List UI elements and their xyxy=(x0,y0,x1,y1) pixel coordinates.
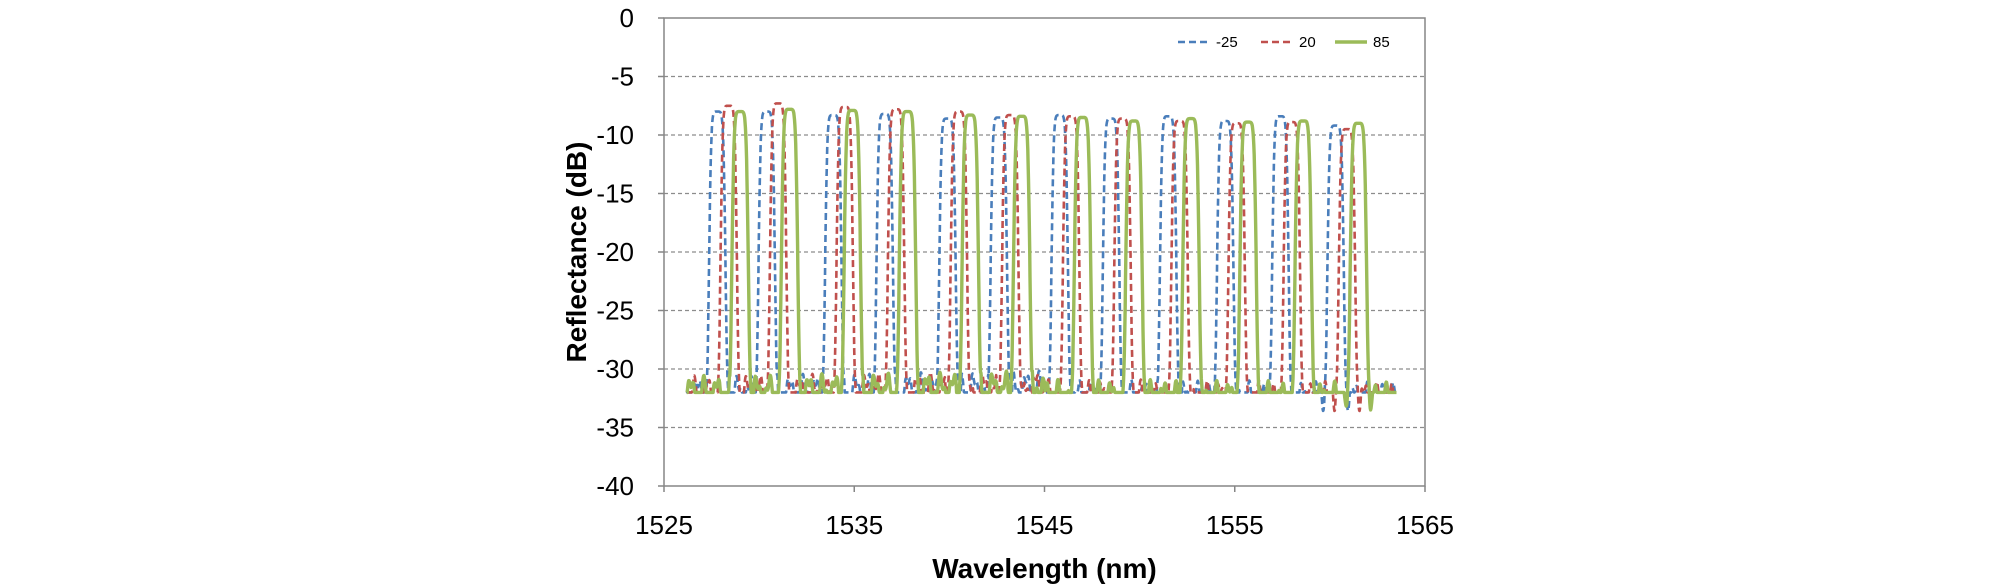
y-tick-label: -5 xyxy=(611,62,634,92)
x-axis-title: Wavelength (nm) xyxy=(932,553,1157,584)
series-line xyxy=(685,107,1398,412)
legend-label: 85 xyxy=(1373,34,1390,51)
x-tick-label: 1565 xyxy=(1396,510,1454,540)
legend-label: -25 xyxy=(1216,34,1238,51)
y-tick-label: -40 xyxy=(596,471,634,501)
x-tick-label: 1525 xyxy=(635,510,693,540)
y-tick-label: -15 xyxy=(596,179,634,209)
series-lines xyxy=(685,102,1400,413)
gridlines xyxy=(664,75,1425,429)
y-tick-label: 0 xyxy=(620,3,634,33)
y-tick-label: -20 xyxy=(596,237,634,267)
y-tick-label: -10 xyxy=(596,120,634,150)
y-tick-label: -30 xyxy=(596,354,634,384)
x-tick-label: 1545 xyxy=(1016,510,1074,540)
x-tick-label: 1535 xyxy=(825,510,883,540)
y-tick-label: -25 xyxy=(596,296,634,326)
legend-label: 20 xyxy=(1299,34,1316,51)
legend: -25 20 85 xyxy=(1178,34,1390,51)
x-tick-label: 1555 xyxy=(1206,510,1264,540)
y-axis-title: Reflectance (dB) xyxy=(561,142,592,363)
y-tick-label: -35 xyxy=(596,413,634,443)
